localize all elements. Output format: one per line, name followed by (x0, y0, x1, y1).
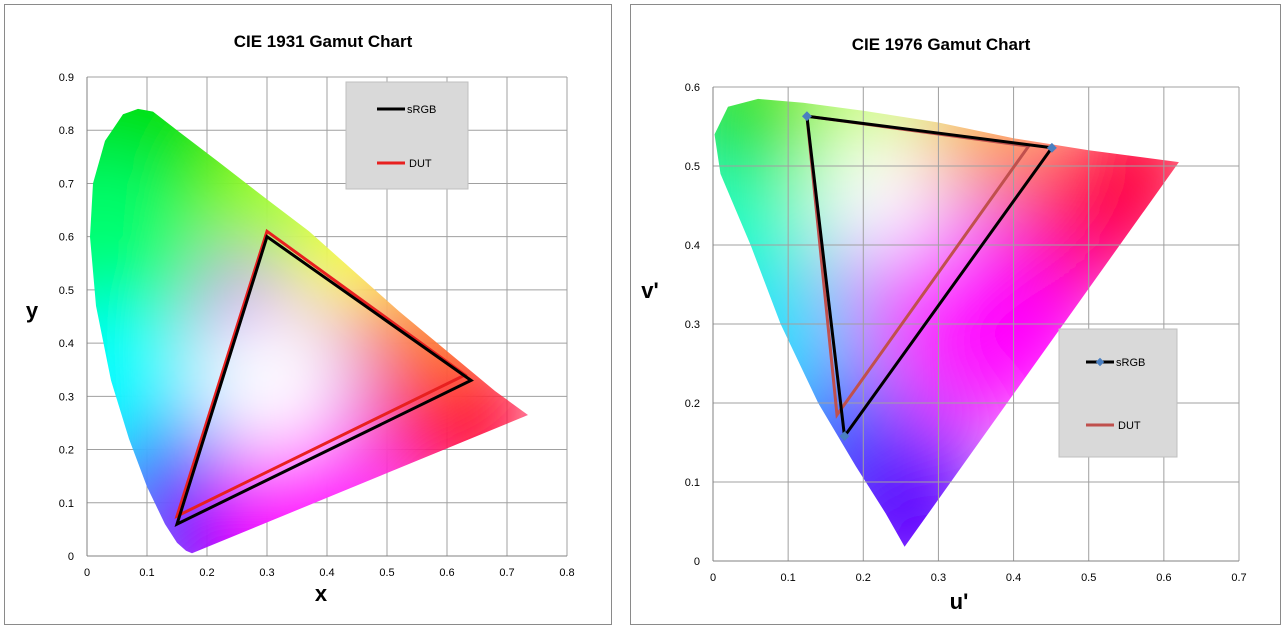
primary-marker (1046, 142, 1057, 153)
legend-label-dut: DUT (1118, 420, 1141, 432)
gamut-triangle-dut (174, 228, 468, 519)
x-tick-label: 0 (710, 572, 716, 584)
y-tick-label: 0.3 (59, 391, 74, 403)
gamut-triangle-srgb (174, 234, 474, 527)
y-tick-label: 0.1 (59, 498, 74, 510)
y-tick-label: 0.6 (59, 232, 74, 244)
x-axis-label: x (315, 581, 328, 606)
gamut-color-region (810, 122, 946, 258)
x-axis-label: u' (950, 589, 969, 614)
x-tick-label: 0.4 (1006, 572, 1021, 584)
x-tick-label: 0.4 (319, 567, 334, 579)
y-tick-label: 0.5 (685, 161, 700, 173)
gamut-color-region (714, 98, 849, 217)
x-tick-label: 0.1 (780, 572, 795, 584)
legend: sRGB DUT (345, 81, 469, 190)
legend-box (1058, 328, 1178, 458)
x-axis-ticks: 0 0.1 0.2 0.3 0.4 0.5 0.6 0.7 0.8 (84, 567, 575, 579)
legend-label-srgb: sRGB (407, 104, 436, 116)
spectral-locus-gamut (714, 98, 1179, 547)
x-tick-label: 0 (84, 567, 90, 579)
y-tick-label: 0.8 (59, 125, 74, 137)
chart-title: CIE 1976 Gamut Chart (852, 35, 1031, 54)
gamut-color-region (201, 308, 345, 453)
primary-marker (839, 431, 850, 442)
y-axis-ticks: 0 0.1 0.2 0.3 0.4 0.5 0.6 (685, 82, 700, 568)
gamut-color-region (90, 108, 261, 273)
cie-1931-chart: 0 0.1 0.2 0.3 0.4 0.5 0.6 0.7 0.8 00.10.20.30.40… (26, 32, 575, 606)
chart-title: CIE 1931 Gamut Chart (234, 32, 413, 51)
gamut-color-region (1013, 115, 1179, 296)
cie-1976-chart-panel: 0 0.1 0.2 0.3 0.4 0.5 0.6 0.7 0 0.1 0.2 0.3 0.4 0.5 0… (630, 4, 1281, 625)
y-tick-label: 0.2 (59, 445, 74, 457)
x-tick-label: 0.2 (856, 572, 871, 584)
y-tick-label: 0.7 (59, 178, 74, 190)
y-tick-label: 0 (68, 551, 74, 563)
y-axis-label: v' (641, 278, 658, 303)
gamut-color-region (1088, 98, 1179, 219)
x-tick-label: 0.3 (259, 567, 274, 579)
y-tick-label: 0.2 (685, 398, 700, 410)
x-tick-label: 0.7 (1231, 572, 1246, 584)
x-tick-label: 0.1 (139, 567, 154, 579)
legend: sRGB DUT (1058, 328, 1178, 458)
y-tick-label: 0.9 (59, 72, 74, 84)
x-tick-label: 0.5 (1081, 572, 1096, 584)
y-tick-label: 0.6 (685, 82, 700, 94)
y-axis-label: y (26, 298, 39, 323)
y-axis-ticks: 0 0.1 0.2 0.3 0.4 0.5 0.6 0.7 0.8 0.9 (59, 72, 74, 563)
y-tick-label: 0 (694, 556, 700, 568)
gamut-triangle-srgb (805, 114, 1055, 441)
x-tick-label: 0.8 (559, 567, 574, 579)
y-tick-label: 0.1 (685, 477, 700, 489)
x-tick-label: 0.2 (199, 567, 214, 579)
series-srgb (174, 234, 474, 527)
y-tick-label: 0.5 (59, 285, 74, 297)
cie-1931-chart-panel: 0 0.1 0.2 0.3 0.4 0.5 0.6 0.7 0.8 0 0.1 0.2 0.3 0.4 0… (4, 4, 612, 625)
x-tick-label: 0.6 (1156, 572, 1171, 584)
y-tick-label: 0.3 (685, 319, 700, 331)
x-tick-label: 0.5 (379, 567, 394, 579)
x-axis-ticks: 0 0.1 0.2 0.3 0.4 0.5 0.6 0.7 (710, 572, 1247, 584)
cie-1976-chart: 0 0.1 0.2 0.3 0.4 0.5 0.6 0.7 00.10.20.30.40.50… (641, 35, 1247, 614)
legend-marker-srgb (1095, 357, 1105, 367)
series-dut (174, 228, 468, 519)
x-tick-label: 0.7 (499, 567, 514, 579)
gamut-color-region (818, 423, 999, 547)
y-tick-label: 0.4 (59, 338, 74, 350)
x-tick-label: 0.6 (439, 567, 454, 579)
legend-box (345, 81, 469, 190)
y-tick-label: 0.4 (685, 240, 700, 252)
x-tick-label: 0.3 (931, 572, 946, 584)
legend-label-srgb: sRGB (1116, 357, 1145, 369)
legend-label-dut: DUT (409, 158, 432, 170)
